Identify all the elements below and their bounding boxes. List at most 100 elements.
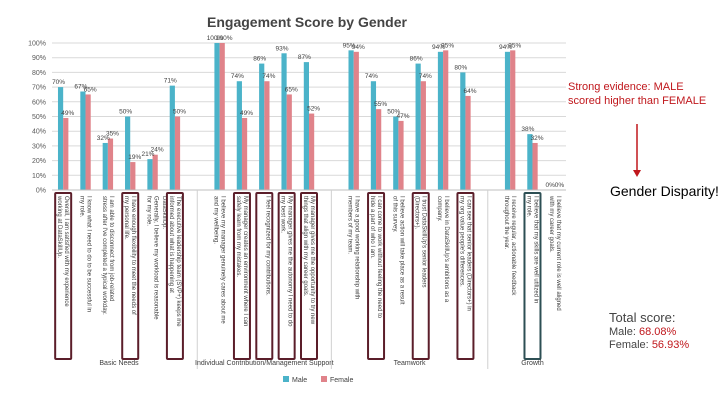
y-tick-label: 70% [32, 85, 46, 92]
data-label-female: 47% [396, 113, 409, 120]
data-label-male: 74% [365, 73, 378, 80]
category-label: Growth [521, 360, 544, 367]
bar-male [504, 51, 511, 190]
bar-male [393, 116, 399, 190]
question-label-group: Generally, I believe my workload is reas… [146, 196, 159, 320]
bar-male [348, 50, 354, 190]
data-label-female: 94% [352, 44, 365, 51]
chart-title: Engagement Score by Gender [207, 14, 407, 30]
bar-female [219, 43, 225, 190]
highlight-box [456, 192, 475, 360]
data-label-female: 50% [173, 109, 186, 116]
bar-female [376, 109, 382, 190]
bar-female [510, 50, 516, 190]
evidence-arrowhead [633, 170, 641, 177]
bar-male [214, 43, 220, 190]
legend-swatch [321, 376, 327, 382]
question-label-group: I receive regular, actionable feedbackth… [503, 196, 516, 296]
question-label: I believe my manager genuinely cares abo… [213, 196, 226, 324]
question-label-group: I feel recognized for my contributions. [264, 196, 270, 296]
data-label-male: 86% [253, 56, 266, 63]
data-label-male: 94% [499, 44, 512, 51]
data-label-male: 93% [276, 45, 289, 52]
question-label: Generally, I believe my workload is reas… [146, 196, 159, 320]
question-label: My manager creates an environment where … [235, 196, 248, 326]
data-label-female: 95% [508, 42, 521, 49]
evidence-annotation: Strong evidence: MALE scored higher than… [568, 81, 707, 107]
data-label-female: 74% [419, 73, 432, 80]
data-label-male: 87% [298, 54, 311, 61]
bar-male [460, 72, 466, 190]
male-total-label: Male: [609, 326, 636, 338]
question-label-group: I believe in DataSkillUp's ambitions as … [436, 196, 449, 303]
bar-male [80, 91, 86, 190]
data-label-female: 49% [61, 110, 74, 117]
question-label: I can come to work without feeling the n… [369, 196, 382, 319]
data-label-male: 21% [141, 151, 154, 158]
bar-female [107, 138, 114, 190]
category-label: Teamwork [394, 360, 426, 367]
question-label: I trust DataSkillUp's senior leaders(Dir… [414, 196, 427, 288]
question-label: Overall, I am satisfied with my experien… [56, 195, 69, 307]
bar-female [130, 162, 136, 190]
bar-male [281, 53, 287, 190]
highlight-box [54, 192, 73, 360]
data-label-female: 55% [374, 101, 387, 108]
highlight-box [300, 192, 318, 360]
question-label-group: I have enough flexibility to meet the ne… [123, 196, 136, 315]
data-label-female: 65% [285, 86, 298, 93]
question-label-group: I believe my manager genuinely cares abo… [213, 196, 226, 324]
bar-female [241, 117, 248, 190]
disparity-annotation: Gender Disparity! [610, 183, 719, 199]
y-tick-label: 10% [32, 173, 46, 180]
data-label-male: 74% [231, 73, 244, 80]
question-label: I believe in DataSkillUp's ambitions as … [436, 196, 449, 303]
highlight-box [165, 192, 184, 360]
category-label: Individual Contribution/Management Suppo… [195, 360, 334, 367]
bar-female [398, 120, 404, 190]
question-label: I can see that senior leaders (Directors… [458, 196, 471, 311]
data-label-female: 24% [151, 147, 164, 154]
bar-male [57, 87, 64, 190]
male-total-value: 68.08% [638, 326, 677, 338]
data-label-female: 65% [84, 86, 97, 93]
total-score-title: Total score: [609, 310, 676, 325]
bar-female [465, 95, 471, 190]
data-label-female: 19% [128, 154, 141, 161]
data-label-male: 0% [546, 182, 556, 189]
male-total-row: Male: 68.08% [609, 326, 689, 339]
data-label-female: 100% [216, 35, 233, 42]
y-tick-label: 80% [32, 70, 46, 77]
highlight-box [523, 192, 542, 360]
bar-female [353, 51, 359, 190]
question-label: My manager gives me the opportunity to t… [302, 196, 315, 325]
question-label-group: My manager creates an environment where … [235, 196, 248, 326]
bar-male [370, 81, 377, 190]
female-total-row: Female: 56.93% [609, 339, 689, 352]
question-label-group: I am able to disconnect from job-related… [101, 196, 114, 315]
y-tick-label: 90% [32, 55, 46, 62]
bar-male [259, 63, 265, 190]
bar-female [532, 142, 538, 190]
data-label-female: 95% [441, 42, 454, 49]
question-label-group: I know what I need to do to be successfu… [79, 196, 92, 312]
data-label-female: 64% [464, 88, 477, 95]
question-label: I believe that my current role is well a… [548, 195, 561, 311]
data-label-male: 80% [454, 64, 467, 71]
highlight-box [232, 192, 251, 360]
y-tick-label: 20% [32, 158, 46, 165]
bar-male [236, 81, 242, 190]
data-label-male: 32% [97, 135, 110, 142]
question-label-group: I have a good working relationship withm… [347, 196, 360, 299]
y-tick-label: 50% [32, 114, 46, 121]
bar-male [303, 62, 309, 190]
highlight-box [255, 192, 274, 360]
question-label-group: Overall, I am satisfied with my experien… [56, 195, 69, 307]
total-score-box: Total score: Male: 68.08% Female: 56.93% [609, 311, 689, 352]
bar-female [174, 116, 181, 190]
question-label-group: My manager gives me the autonomy I need … [280, 196, 293, 327]
question-label-group: I can come to work without feeling the n… [369, 196, 382, 319]
data-label-female: 74% [262, 73, 275, 80]
question-label-group: My manager gives me the opportunity to t… [302, 196, 315, 325]
